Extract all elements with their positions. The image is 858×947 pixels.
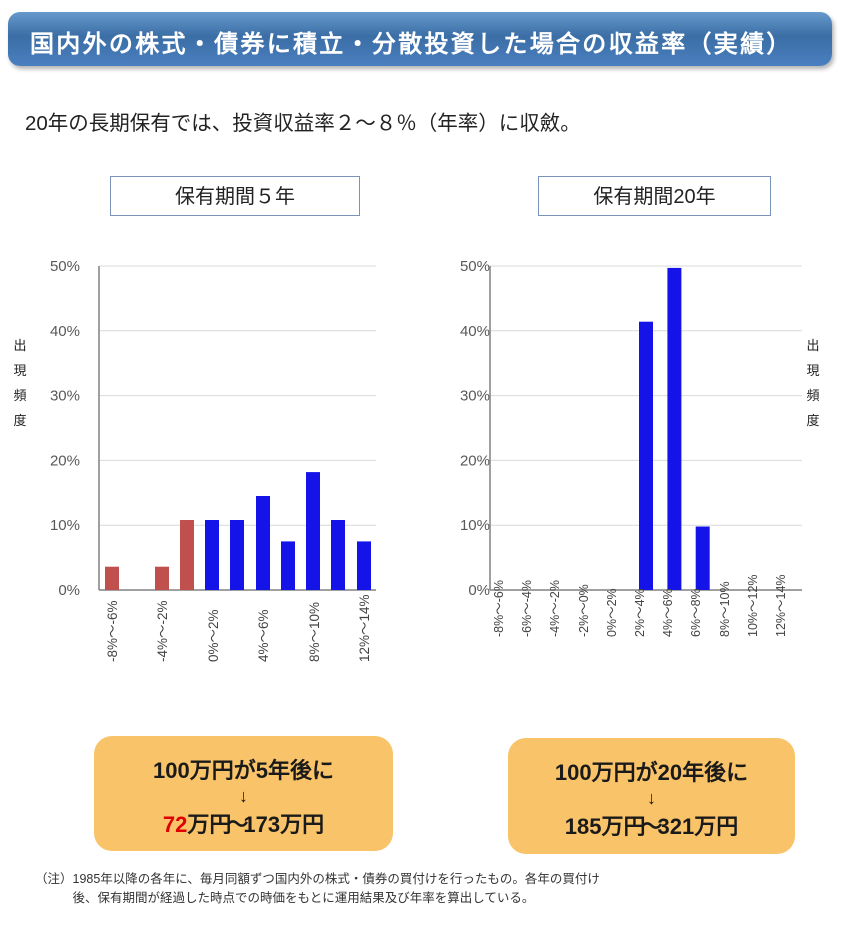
- svg-text:頻: 頻: [806, 388, 819, 403]
- svg-text:12%～14%: 12%～14%: [357, 594, 372, 662]
- svg-text:40%: 40%: [460, 323, 490, 340]
- svg-text:現: 現: [13, 363, 26, 378]
- svg-text:6%～8%: 6%～8%: [689, 588, 703, 637]
- svg-text:8%～10%: 8%～10%: [307, 602, 322, 662]
- svg-text:4%～6%: 4%～6%: [661, 588, 675, 637]
- svg-text:度: 度: [13, 413, 26, 428]
- svg-text:出: 出: [13, 338, 26, 353]
- svg-text:度: 度: [806, 413, 819, 428]
- svg-text:30%: 30%: [50, 388, 80, 405]
- svg-text:4%～6%: 4%～6%: [256, 609, 271, 662]
- svg-text:0%～2%: 0%～2%: [206, 609, 221, 662]
- svg-text:現: 現: [806, 363, 819, 378]
- svg-text:-6%～-4%: -6%～-4%: [520, 580, 534, 637]
- svg-text:12%～14%: 12%～14%: [774, 574, 788, 637]
- svg-text:頻: 頻: [13, 388, 26, 403]
- svg-text:2%～4%: 2%～4%: [633, 588, 647, 637]
- svg-text:-8%～-6%: -8%～-6%: [492, 580, 506, 637]
- svg-text:50%: 50%: [50, 258, 80, 275]
- svg-text:出: 出: [806, 338, 819, 353]
- svg-text:30%: 30%: [460, 388, 490, 405]
- svg-text:-8%～-6%: -8%～-6%: [105, 600, 120, 662]
- svg-text:0%～2%: 0%～2%: [605, 588, 619, 637]
- svg-text:10%: 10%: [50, 517, 80, 534]
- svg-text:40%: 40%: [50, 323, 80, 340]
- svg-text:50%: 50%: [460, 258, 490, 275]
- svg-text:10%: 10%: [460, 517, 490, 534]
- svg-text:20%: 20%: [50, 452, 80, 469]
- svg-text:-2%～0%: -2%～0%: [577, 584, 591, 637]
- svg-text:-4%～-2%: -4%～-2%: [155, 600, 170, 662]
- svg-text:-4%～-2%: -4%～-2%: [548, 580, 562, 637]
- svg-text:0%: 0%: [58, 582, 80, 599]
- svg-text:0%: 0%: [468, 582, 490, 599]
- svg-text:10%～12%: 10%～12%: [746, 574, 760, 637]
- svg-text:20%: 20%: [460, 452, 490, 469]
- svg-text:8%～10%: 8%～10%: [718, 581, 732, 637]
